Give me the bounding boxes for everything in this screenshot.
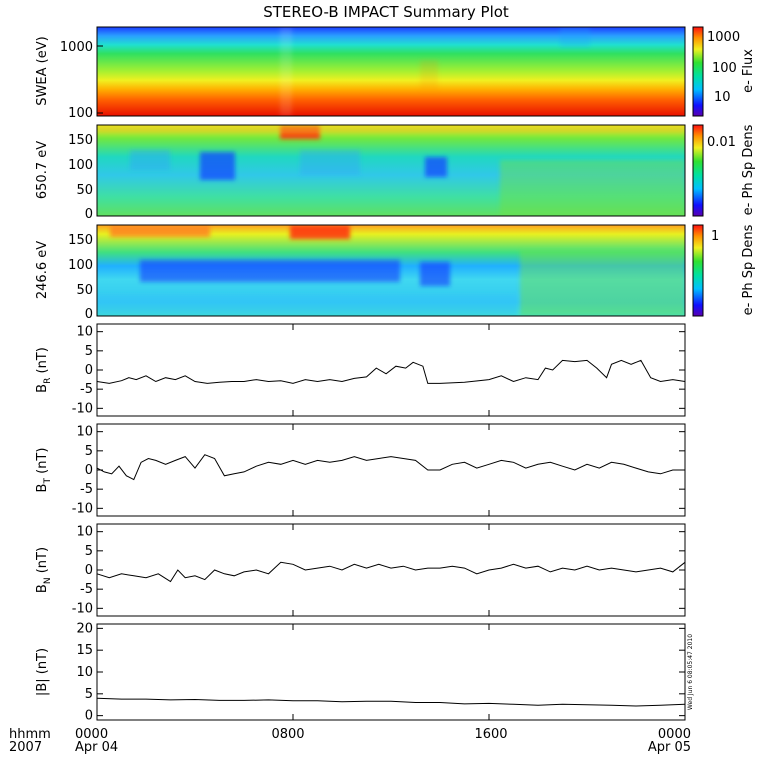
xdate-end: Apr 05: [648, 740, 691, 755]
br-ytick-label-2: 0: [85, 363, 93, 378]
bn-ytick-label-1: 5: [85, 544, 93, 559]
pad246-ytick-0: 0: [85, 307, 93, 322]
bt-ytick-label-4: -10: [72, 501, 93, 516]
bt-ticks: 10 5 0 -5 -10: [72, 424, 685, 516]
bn-ylabel-main: B: [35, 584, 50, 593]
bn-ytick-label-0: 10: [76, 525, 93, 540]
bmag-ytick-label-4: 0: [85, 709, 93, 724]
bmag-ylabel: |B| (nT): [35, 648, 50, 696]
bmag-frame: [96, 623, 686, 721]
pad650-panel: 150 100 50 0 650.7 eV 0.01 e- Ph Sp Dens: [35, 124, 756, 222]
bmag-ytick-label-0: 20: [76, 621, 93, 636]
br-ylabel-main: B: [35, 384, 50, 393]
xtick-0000-end: 0000: [658, 727, 691, 742]
swea-cbar-tick-10: 10: [714, 90, 731, 105]
bn-ytick-label-2: 0: [85, 563, 93, 578]
bmag-panel: 20 15 10 5 0 |B| (nT) Wed Jun 6 08:05:47 201…: [35, 621, 694, 723]
pad650-cbar-tick: 0.01: [707, 135, 736, 150]
swea-ytick-100: 100: [68, 106, 93, 121]
xhead-hhmm: hhmm: [9, 727, 51, 742]
xdate-start: Apr 04: [75, 740, 118, 755]
bt-ytick-label-0: 10: [76, 425, 93, 440]
bt-ylabel: BT (nT): [35, 448, 53, 493]
pad650-colorbar: [692, 124, 704, 217]
bt-ylabel-sub: T: [43, 478, 53, 485]
bt-series-line: [96, 454, 685, 481]
swea-ylabel: SWEA (eV): [35, 36, 50, 105]
bn-series-line: [96, 561, 686, 583]
plot-title: STEREO-B IMPACT Summary Plot: [263, 3, 509, 21]
pad650-ytick-50: 50: [76, 183, 93, 198]
br-panel: 10 5 0 -5 -10 BR (nT): [35, 323, 686, 417]
bt-panel: 10 5 0 -5 -10 BT (nT): [35, 423, 686, 517]
br-series-line: [96, 359, 686, 384]
time-axis: hhmm 2007 0000 0800 1600 0000 Apr 04 Apr…: [9, 727, 691, 755]
bn-ytick-label-3: -5: [80, 582, 93, 597]
bn-ytick-label-4: -10: [72, 601, 93, 616]
swea-cbar-tick-1000: 1000: [707, 30, 740, 45]
swea-spectrogram: [97, 27, 685, 116]
swea-panel: 1000 100 SWEA (eV) 1000 100 10 e- Flux: [35, 26, 756, 121]
swea-frame: [96, 26, 686, 117]
pad650-cbar-label: e- Ph Sp Dens: [741, 124, 756, 215]
bt-ylabel-main: B: [35, 484, 50, 493]
bmag-ticks: 20 15 10 5 0: [76, 621, 685, 724]
swea-cbar-label: e- Flux: [741, 49, 756, 93]
bn-ylabel-unit: (nT): [35, 547, 50, 577]
pad246-ylabel: 246.6 eV: [35, 241, 50, 299]
br-ytick-label-3: -5: [80, 382, 93, 397]
br-ylabel: BR (nT): [35, 347, 53, 393]
bmag-ytick-label-2: 10: [76, 665, 93, 680]
pad246-colorbar: [692, 224, 704, 317]
br-ytick-label-4: -10: [72, 401, 93, 416]
bmag-ytick-label-1: 15: [76, 643, 93, 658]
swea-cbar-tick-100: 100: [712, 61, 737, 76]
br-ylabel-unit: (nT): [35, 347, 50, 377]
xhead-year: 2007: [9, 740, 42, 755]
pad650-texture: [97, 125, 685, 216]
pad246-ytick-100: 100: [68, 258, 93, 273]
br-ytick-label-0: 10: [76, 325, 93, 340]
pad246-ytick-150: 150: [68, 233, 93, 248]
bmag-ytick-label-3: 5: [85, 687, 93, 702]
bt-ytick-label-3: -5: [80, 482, 93, 497]
bt-ytick-label-1: 5: [85, 444, 93, 459]
pad650-ytick-0: 0: [85, 207, 93, 222]
pad650-frame: [96, 124, 686, 217]
bn-ticks: 10 5 0 -5 -10: [72, 524, 685, 616]
bt-ytick-label-2: 0: [85, 463, 93, 478]
bt-ylabel-unit: (nT): [35, 448, 50, 478]
bn-panel: 10 5 0 -5 -10 BN (nT): [35, 523, 686, 617]
xtick-0000-start: 0000: [75, 727, 108, 742]
br-ytick-label-1: 5: [85, 344, 93, 359]
bn-frame: [96, 523, 686, 617]
pad246-panel: 150 100 50 0 246.6 eV 1 e- Ph Sp Dens: [35, 224, 756, 322]
swea-ytick-1000: 1000: [60, 40, 93, 55]
xtick-1600: 1600: [474, 727, 507, 742]
bt-frame: [96, 423, 686, 517]
pad246-ytick-50: 50: [76, 283, 93, 298]
pad650-ytick-150: 150: [68, 133, 93, 148]
bn-ylabel: BN (nT): [35, 547, 53, 593]
xtick-0800: 0800: [271, 727, 304, 742]
pad246-cbar-tick: 1: [711, 229, 719, 244]
br-ticks: 10 5 0 -5 -10: [72, 324, 685, 416]
pad650-ytick-100: 100: [68, 158, 93, 173]
bmag-series-line: [96, 697, 686, 707]
plot-timestamp: Wed Jun 6 08:05:47 2010: [687, 634, 694, 710]
bn-ylabel-sub: N: [43, 577, 53, 584]
br-ylabel-sub: R: [43, 378, 53, 384]
pad650-ylabel: 650.7 eV: [35, 141, 50, 199]
swea-texture: [280, 27, 590, 116]
pad246-cbar-label: e- Ph Sp Dens: [741, 224, 756, 315]
pad246-frame: [96, 224, 686, 317]
pad246-texture: [97, 225, 685, 316]
swea-colorbar: [692, 26, 704, 117]
